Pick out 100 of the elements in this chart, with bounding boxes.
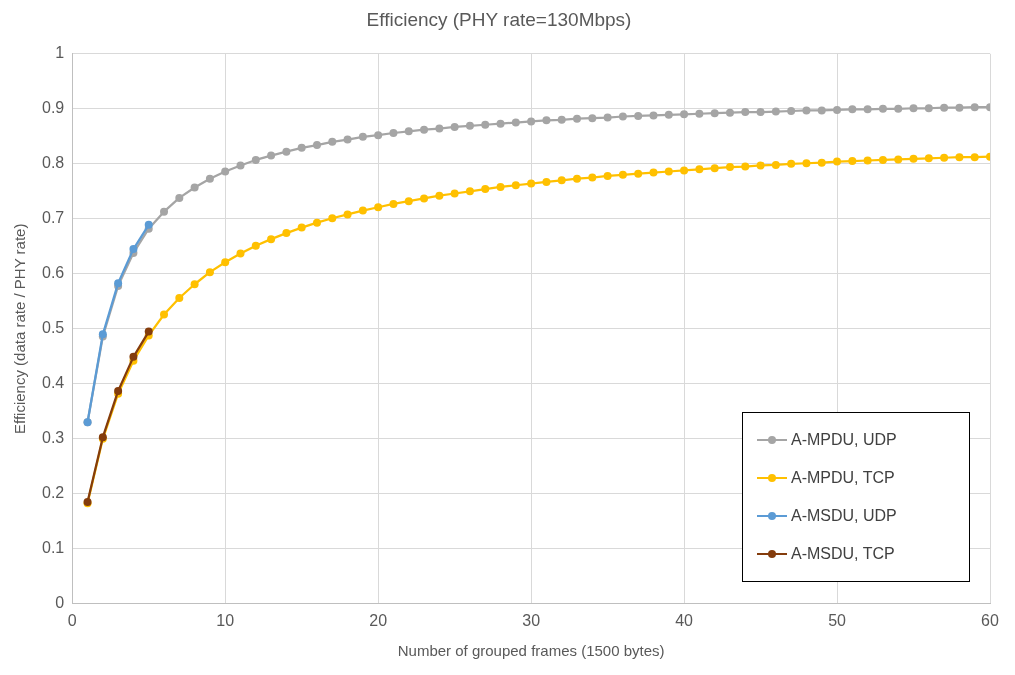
point (680, 166, 689, 175)
point (955, 153, 964, 162)
point (374, 203, 383, 212)
point (144, 327, 153, 336)
point (649, 111, 658, 120)
point (848, 105, 857, 114)
point (588, 114, 597, 123)
point (878, 155, 887, 164)
point (236, 249, 245, 258)
point (573, 174, 582, 183)
legend-label: A-MSDU, TCP (791, 544, 895, 563)
point (404, 197, 413, 206)
point (205, 268, 214, 277)
point (527, 117, 536, 126)
point (465, 187, 474, 196)
point (924, 104, 933, 113)
point (771, 107, 780, 116)
point (695, 165, 704, 174)
y-tick-label: 0.8 (41, 154, 65, 172)
chart-title: Efficiency (PHY rate=130Mbps) (366, 8, 632, 30)
point (251, 241, 260, 250)
point (511, 181, 520, 190)
y-tick-label: 0.3 (41, 429, 65, 447)
point (374, 131, 383, 140)
point (680, 110, 689, 119)
point (970, 103, 979, 112)
y-tick-label: 0.6 (41, 264, 65, 282)
point (863, 156, 872, 165)
x-tick-label: 60 (981, 611, 999, 629)
y-tick-label: 0.7 (41, 209, 65, 227)
point (236, 161, 245, 170)
point (955, 103, 964, 112)
point (573, 114, 582, 123)
point (267, 235, 276, 244)
point (787, 159, 796, 168)
point (894, 104, 903, 113)
point (802, 106, 811, 115)
point (542, 116, 551, 125)
point (267, 151, 276, 160)
point (787, 107, 796, 115)
y-tick-label: 0.5 (41, 319, 65, 337)
point (695, 109, 704, 118)
point (481, 185, 490, 194)
point (817, 106, 826, 115)
y-axis-title: Efficiency (data rate / PHY rate) (11, 223, 29, 434)
point (450, 122, 459, 131)
point (481, 120, 490, 129)
point (634, 169, 643, 178)
point (221, 167, 230, 176)
point (741, 108, 750, 117)
point (160, 310, 169, 319)
point (190, 183, 199, 192)
point (297, 223, 306, 232)
x-tick-label: 50 (828, 611, 847, 629)
point (282, 147, 291, 156)
point (389, 199, 398, 208)
point (511, 118, 520, 127)
point (802, 159, 811, 168)
point (940, 103, 949, 112)
point (435, 191, 444, 200)
legend-label: A-MPDU, UDP (791, 430, 897, 449)
point (940, 153, 949, 162)
point (710, 109, 719, 118)
point (909, 154, 918, 163)
point (618, 112, 627, 121)
point (282, 229, 291, 238)
point (542, 177, 551, 186)
point (848, 157, 857, 166)
point (725, 163, 734, 172)
x-axis-title: Number of grouped frames (1500 bytes) (397, 642, 665, 660)
point (863, 105, 872, 114)
point (420, 194, 429, 203)
point (603, 113, 612, 122)
point (924, 154, 933, 163)
point (634, 111, 643, 120)
point (205, 174, 214, 183)
point (358, 206, 367, 215)
point (496, 119, 505, 128)
point (160, 207, 169, 216)
legend-label: A-MSDU, UDP (791, 506, 897, 525)
point (175, 294, 184, 302)
point (878, 104, 887, 113)
y-tick-label: 0.9 (41, 99, 65, 117)
point (664, 110, 673, 119)
point (450, 189, 459, 198)
point (527, 179, 536, 188)
point (710, 164, 719, 173)
point (894, 155, 903, 164)
point (557, 176, 566, 185)
point (649, 168, 658, 177)
point (664, 167, 673, 176)
point (175, 193, 184, 202)
point (358, 132, 367, 141)
point (741, 162, 750, 171)
point (603, 171, 612, 180)
point (817, 158, 826, 167)
point (129, 352, 138, 361)
point (343, 135, 352, 144)
point (312, 218, 321, 227)
point (588, 173, 597, 182)
